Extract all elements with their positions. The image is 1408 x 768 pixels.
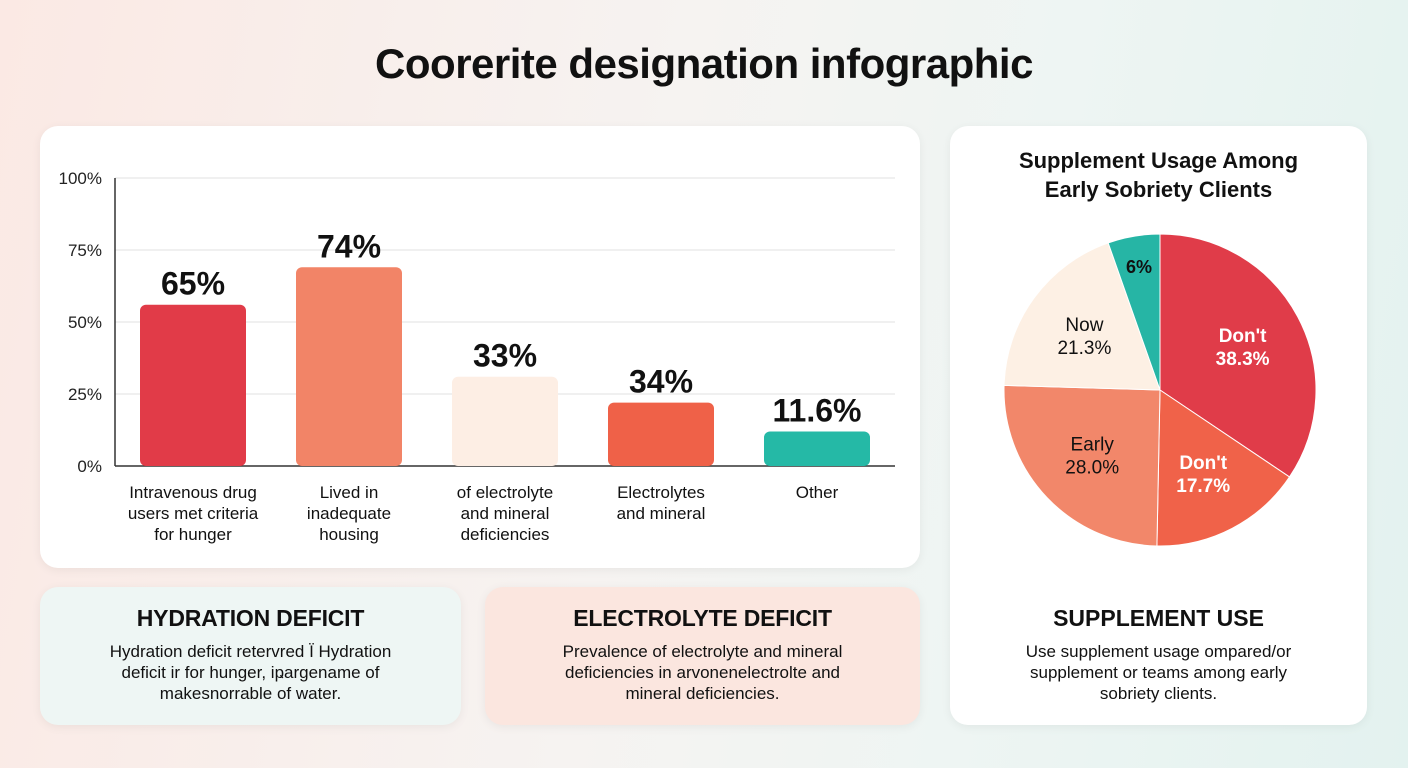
bar	[452, 376, 558, 466]
pie-slice	[1107, 233, 1161, 391]
bar	[296, 267, 402, 466]
electrolyte-deficit-title: ELECTROLYTE DEFICIT	[573, 605, 832, 631]
pie-slice-name: Early	[1071, 435, 1115, 456]
y-tick-label: 75%	[68, 241, 102, 260]
bar-value-label: 74%	[317, 228, 381, 264]
bar-value-label: 11.6%	[773, 392, 862, 428]
bar-chart-card: 0% 25% 50% 75% 100% 65% Intravenous drug users …	[40, 126, 920, 568]
pie-chart-card: Supplement Usage Among Early Sobriety Cl…	[950, 126, 1367, 725]
x-tick-label: Electrolytes	[617, 483, 705, 502]
pie-slice	[1159, 233, 1317, 478]
electrolyte-deficit-description: Prevalence of electrolyte and mineral de…	[562, 642, 843, 703]
x-tick-label: for hunger	[154, 525, 232, 544]
bar-value-label: 34%	[629, 364, 693, 400]
y-tick-label: 50%	[68, 313, 102, 332]
pie-slice-name: Don't	[1179, 453, 1227, 474]
pie-slice	[1003, 384, 1161, 547]
bar	[140, 304, 246, 466]
pie-slice	[1156, 389, 1291, 547]
x-tick-label: deficiencies	[461, 525, 550, 544]
x-tick-label: of electrolyte	[457, 483, 553, 502]
bar-chart: 0% 25% 50% 75% 100% 65% Intravenous drug users …	[59, 169, 895, 544]
bar	[608, 402, 714, 466]
pie-slice-value: 17.7%	[1176, 476, 1230, 497]
y-tick-label: 100%	[59, 169, 102, 188]
hydration-deficit-description: Hydration deficit retervred Ϊ Hydration …	[109, 642, 392, 703]
pie-slice-value: 21.3%	[1057, 338, 1111, 359]
electrolyte-deficit-card: ELECTROLYTE DEFICIT Prevalence of electr…	[485, 587, 920, 725]
x-tick-label: and mineral	[461, 504, 550, 523]
x-tick-label: housing	[319, 525, 379, 544]
bar-value-label: 65%	[161, 266, 225, 302]
supplement-use-title: SUPPLEMENT USE	[1053, 605, 1264, 631]
bar-value-label: 33%	[473, 338, 537, 374]
x-tick-label: Lived in	[320, 483, 379, 502]
x-tick-label: users met criteria	[128, 504, 259, 523]
pie-slice-value: 38.3%	[1216, 349, 1270, 370]
y-tick-label: 0%	[77, 457, 102, 476]
supplement-use-description: Use supplement usage ompared/or suppleme…	[1025, 642, 1292, 703]
pie-slice-name: Don't	[1219, 326, 1267, 347]
hydration-deficit-title: HYDRATION DEFICIT	[136, 605, 365, 631]
y-tick-label: 25%	[68, 385, 102, 404]
pie-slice-value: 28.0%	[1065, 458, 1119, 479]
pie-chart-title: Supplement Usage Among Early Sobriety Cl…	[1018, 148, 1299, 202]
x-tick-label: and mineral	[617, 504, 706, 523]
hydration-deficit-card: HYDRATION DEFICIT Hydration deficit rete…	[40, 587, 461, 725]
bar	[764, 431, 870, 466]
page-title: Coorerite designation infographic	[375, 40, 1033, 87]
x-tick-label: inadequate	[307, 504, 391, 523]
pie-slice-name: Now	[1065, 315, 1103, 336]
x-tick-label: Intravenous drug	[129, 483, 257, 502]
pie-slice-value: 6%	[1126, 257, 1152, 277]
x-tick-label: Other	[796, 483, 839, 502]
